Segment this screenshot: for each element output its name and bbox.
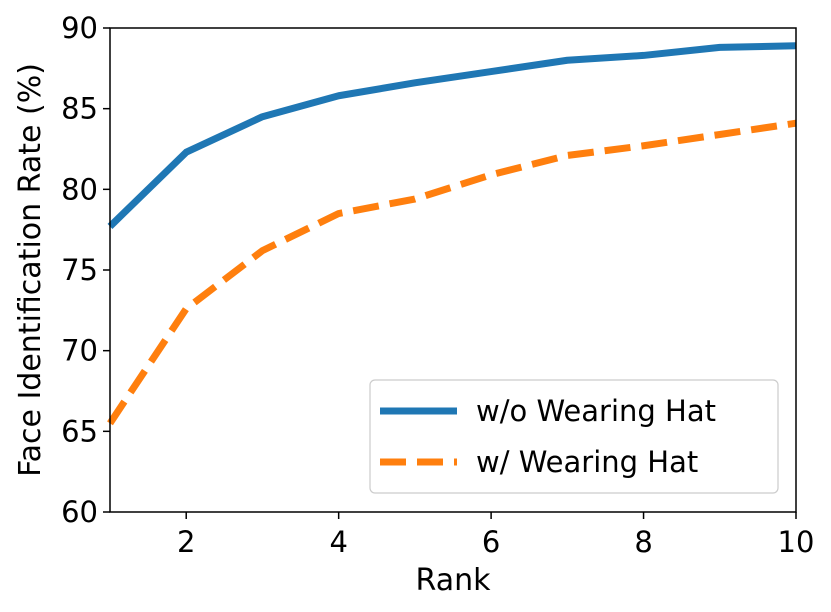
legend-label-2: w/ Wearing Hat (476, 445, 698, 479)
x-tick-label: 4 (329, 525, 347, 559)
x-tick-label: 2 (177, 525, 195, 559)
y-tick-label: 60 (61, 495, 98, 529)
legend-label-1: w/o Wearing Hat (476, 394, 716, 428)
y-tick-label: 85 (61, 92, 98, 126)
x-axis-ticks: 2 4 6 8 10 (177, 512, 814, 559)
x-tick-label: 10 (778, 525, 815, 559)
y-tick-label: 65 (61, 414, 98, 448)
x-tick-label: 8 (634, 525, 652, 559)
series-line-1 (107, 42, 797, 229)
legend: w/o Wearing Hat w/ Wearing Hat (369, 379, 779, 494)
x-axis-label: Rank (416, 563, 492, 598)
y-axis-ticks: 60 65 70 75 80 85 90 (61, 11, 110, 529)
y-tick-label: 80 (61, 172, 98, 206)
plot-lines (107, 42, 797, 426)
y-axis-label: Face Identification Rate (%) (13, 63, 48, 477)
legend-box (369, 379, 779, 494)
y-tick-label: 70 (61, 334, 98, 368)
x-tick-label: 6 (482, 525, 500, 559)
y-tick-label: 75 (61, 253, 98, 287)
series-line-2 (107, 119, 797, 426)
y-tick-label: 90 (61, 11, 98, 45)
